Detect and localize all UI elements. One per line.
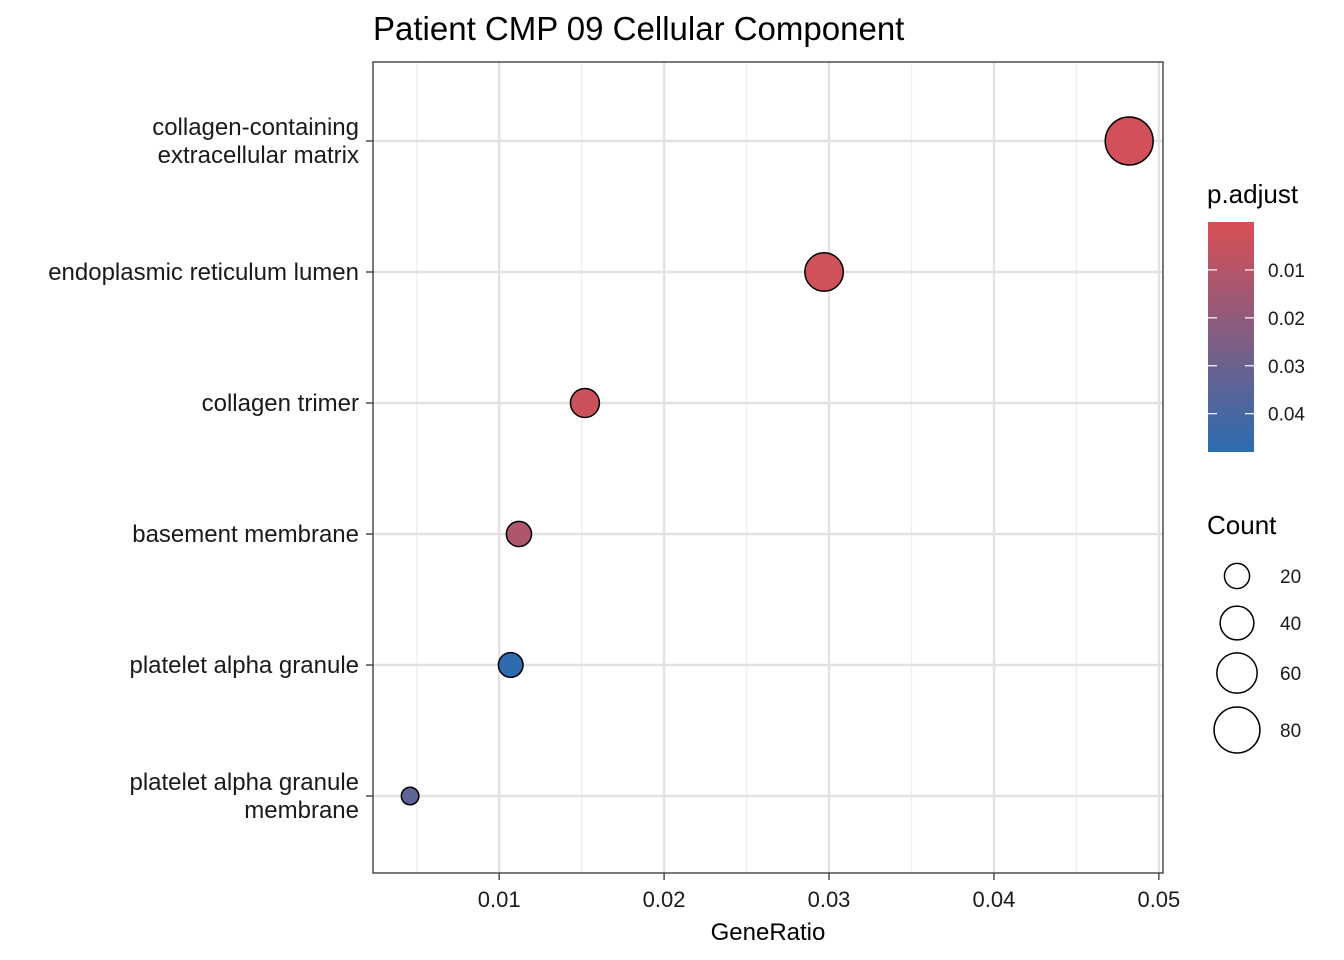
data-point xyxy=(1104,116,1154,166)
x-tick-label: 0.04 xyxy=(973,887,1016,912)
data-point xyxy=(505,520,533,548)
color-legend-label: 0.02 xyxy=(1268,309,1305,330)
x-tick-label: 0.02 xyxy=(643,887,686,912)
color-legend-label: 0.01 xyxy=(1268,261,1305,282)
plot-panel xyxy=(373,62,1163,873)
size-legend-label: 80 xyxy=(1280,721,1301,742)
data-point xyxy=(804,252,845,292)
plot-border xyxy=(372,61,1164,874)
y-tick-label: membrane xyxy=(244,797,359,824)
size-legend-key xyxy=(1216,652,1258,694)
color-legend: p.adjust 0.01 0.02 0.03 0.04 xyxy=(1207,179,1305,452)
data-point xyxy=(569,387,601,419)
size-legend-title: Count xyxy=(1207,510,1277,540)
y-tick-label: extracellular matrix xyxy=(158,142,359,169)
color-bar xyxy=(1208,222,1254,452)
y-tick-label: basement membrane xyxy=(132,521,359,548)
data-point xyxy=(497,651,524,679)
y-tick-label: collagen trimer xyxy=(202,390,359,417)
size-legend-key xyxy=(1219,605,1255,641)
data-points xyxy=(400,116,1154,806)
grid-lines xyxy=(373,62,1163,873)
x-tick-label: 0.05 xyxy=(1137,887,1180,912)
size-legend-label: 20 xyxy=(1280,567,1301,588)
x-tick-label: 0.01 xyxy=(478,887,521,912)
size-legend-label: 60 xyxy=(1280,664,1301,685)
y-tick-label: platelet alpha granule xyxy=(129,652,359,679)
y-tick-label: collagen-containing xyxy=(152,114,359,141)
data-point xyxy=(400,786,420,806)
color-legend-label: 0.04 xyxy=(1268,405,1305,426)
x-axis: 0.01 0.02 0.03 0.04 0.05 xyxy=(478,873,1180,912)
size-legend-key xyxy=(1223,562,1251,590)
size-legend: Count 20 40 60 80 xyxy=(1207,510,1301,754)
size-legend-key xyxy=(1213,706,1261,754)
y-tick-label: endoplasmic reticulum lumen xyxy=(48,259,359,286)
color-legend-title: p.adjust xyxy=(1207,179,1299,209)
x-axis-title: GeneRatio xyxy=(711,919,826,946)
y-tick-label: platelet alpha granule xyxy=(129,769,359,796)
size-legend-label: 40 xyxy=(1280,614,1301,635)
x-tick-label: 0.03 xyxy=(808,887,851,912)
chart-title: Patient CMP 09 Cellular Component xyxy=(373,10,904,47)
color-legend-label: 0.03 xyxy=(1268,357,1305,378)
